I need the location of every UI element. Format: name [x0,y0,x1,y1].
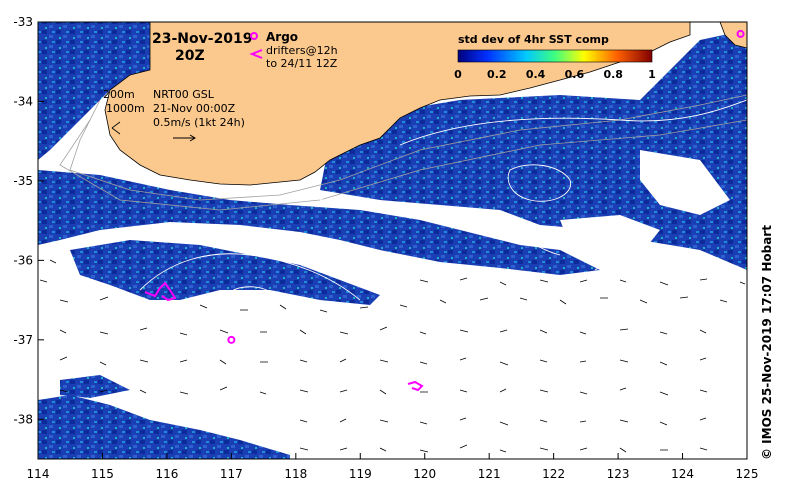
colorbar-title: std dev of 4hr SST comp [458,33,609,46]
land-mass-east [719,22,747,49]
colorbar-tick-label: 0.8 [603,68,623,81]
drifter-legend-label: drifters@12h [266,44,338,57]
current-vectors [39,259,746,453]
drifter-legend-range: to 24/11 12Z [266,57,338,70]
x-tick-label: 115 [91,467,114,481]
y-tick-label: -35 [13,174,33,188]
map-date: 23-Nov-2019 [152,31,253,47]
plot-frame [37,21,748,460]
product-time: 21-Nov 00:00Z [153,102,236,115]
x-tick-label: 114 [27,467,50,481]
colorbar-tick-label: 1 [648,68,656,81]
sst-field [38,22,747,459]
colorbar-tick-label: 0.6 [565,68,585,81]
sst-contours [139,99,747,301]
colorbar-tick-label: 0.2 [487,68,507,81]
x-tick-label: 120 [413,467,436,481]
product-label: NRT00 GSL [153,88,215,101]
credit-text: © IMOS 25-Nov-2019 17:07 Hobart [760,225,774,460]
drifter-legend-icon [249,49,263,59]
current-scale-label: 0.5m/s (1kt 24h) [153,116,245,129]
depth-marker-icon [111,121,121,135]
land-mass [104,22,691,186]
depth-1000-label: 1000m [106,102,145,115]
depth-200-label: 200m [103,88,135,101]
x-tick-label: 125 [736,467,759,481]
x-tick-label: 124 [671,467,694,481]
colorbar-tick-label: 0.4 [526,68,546,81]
x-tick-label: 119 [349,467,372,481]
current-scale-arrow [173,134,196,142]
argo-floats [227,29,745,344]
x-tick-label: 117 [220,467,243,481]
colorbar-ticks: 0 0.2 0.4 0.6 0.8 1 [454,68,656,81]
y-tick-label: -38 [13,412,33,426]
y-axis: -33 -34 -35 -36 -37 -38 [13,15,44,426]
argo-float-marker [227,335,236,344]
argo-legend-label: Argo [266,30,298,44]
colorbar-tick-label: 0 [454,68,462,81]
colorbar [457,49,653,63]
drifter-tracks [144,281,424,392]
x-tick-label: 116 [155,467,178,481]
x-axis: 114 115 116 117 118 119 120 121 122 123 124 125 [27,453,759,481]
argo-float-marker [736,29,745,38]
y-tick-label: -34 [13,94,33,108]
argo-legend-icon [250,32,258,40]
map-time: 20Z [175,48,205,64]
x-tick-label: 122 [542,467,565,481]
x-tick-label: 118 [284,467,307,481]
y-tick-label: -33 [13,15,33,29]
y-tick-label: -37 [13,333,33,347]
x-tick-label: 121 [478,467,501,481]
y-tick-label: -36 [13,253,33,267]
x-tick-label: 123 [607,467,630,481]
